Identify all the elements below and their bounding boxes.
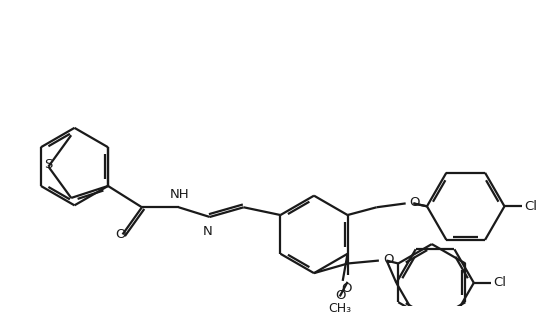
Text: O: O bbox=[335, 289, 346, 302]
Text: O: O bbox=[409, 196, 420, 209]
Text: N: N bbox=[203, 225, 213, 238]
Text: S: S bbox=[44, 158, 53, 171]
Text: Cl: Cl bbox=[524, 200, 537, 213]
Text: Cl: Cl bbox=[493, 276, 506, 289]
Text: O: O bbox=[383, 253, 393, 266]
Text: O: O bbox=[116, 228, 126, 241]
Text: NH: NH bbox=[170, 188, 190, 202]
Text: CH₃: CH₃ bbox=[328, 302, 351, 315]
Text: O: O bbox=[341, 282, 352, 295]
